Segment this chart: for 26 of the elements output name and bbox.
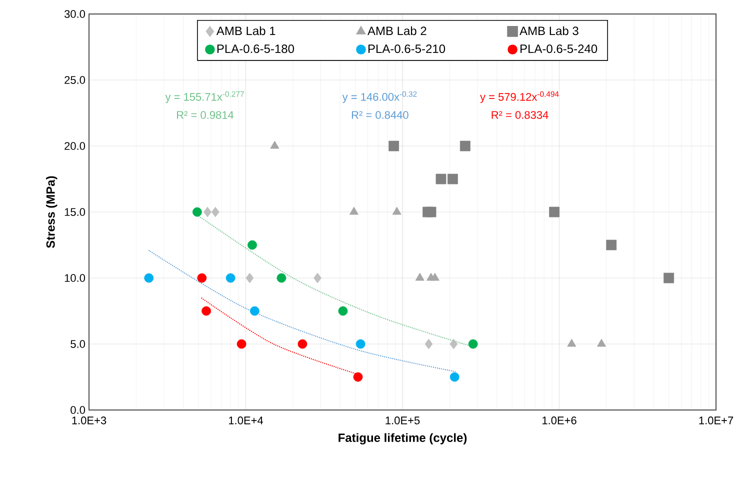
legend-label: PLA-0.6-5-240 — [520, 44, 598, 54]
y-tick-label: 5.0 — [70, 340, 86, 348]
legend-label: PLA-0.6-5-180 — [217, 44, 294, 54]
x-tick-label: 1.0E+3 — [72, 416, 106, 424]
annotation: R² = 0.9814 — [177, 111, 234, 119]
x-axis-title: Fatigue lifetime (cycle) — [338, 433, 467, 444]
legend-label: PLA-0.6-5-210 — [368, 44, 446, 54]
x-tick-label: 1.0E+7 — [699, 416, 734, 424]
annotation: y = 146.00x$^{-0.32}$ — [342, 91, 417, 103]
x-tick-label: 1.0E+6 — [542, 416, 576, 424]
y-tick-label: 0.0 — [70, 406, 86, 414]
legend-label: AMB Lab 3 — [520, 26, 578, 36]
x-tick-label: 1.0E+4 — [229, 416, 264, 424]
y-tick-label: 30.0 — [64, 10, 86, 18]
y-tick-label: 15.0 — [64, 208, 86, 216]
y-tick-label: 25.0 — [64, 76, 86, 84]
y-tick-label: 20.0 — [64, 142, 86, 150]
annotation: y = 155.71x$^{-0.277}$ — [165, 91, 244, 103]
x-tick-label: 1.0E+5 — [386, 416, 420, 424]
y-axis-title: Stress (MPa) — [46, 176, 58, 248]
annotation: R² = 0.8440 — [352, 111, 408, 119]
legend-label: AMB Lab 1 — [216, 26, 276, 36]
annotation: R² = 0.8334 — [492, 111, 548, 119]
y-tick-label: 10.0 — [64, 274, 86, 282]
legend-label: AMB Lab 2 — [368, 26, 426, 36]
annotation: y = 579.12x$^{-0.494}$ — [480, 91, 559, 103]
